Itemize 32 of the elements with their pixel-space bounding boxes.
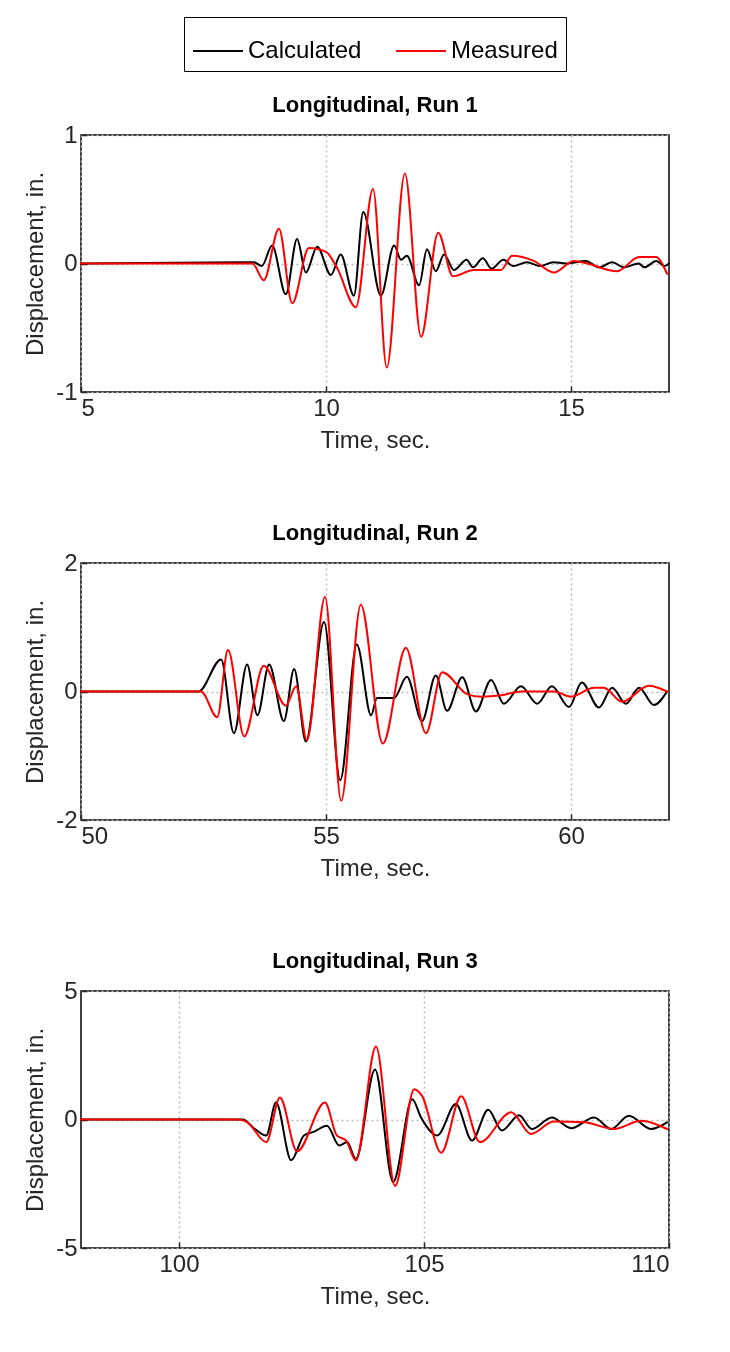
legend-label: Measured	[451, 36, 558, 63]
x-tick-label: 50	[81, 821, 109, 849]
y-tick-label: -5	[56, 1233, 78, 1261]
y-tick-label: 1	[64, 120, 78, 148]
x-tick-label: 5	[81, 393, 95, 421]
x-tick-label: 105	[404, 1249, 445, 1277]
y-tick-label: 2	[64, 548, 78, 576]
y-tick-label: -1	[56, 377, 78, 405]
x-tick-label: 110	[631, 1249, 670, 1277]
y-tick-label: 0	[64, 1105, 78, 1132]
x-tick-label: 10	[313, 393, 340, 421]
x-axis-title: Time, sec.	[320, 1281, 431, 1309]
chart-title: Longitudinal, Run 2	[272, 520, 478, 545]
y-tick-label: 5	[64, 976, 78, 1004]
y-tick-label: 0	[64, 249, 78, 276]
x-tick-label: 55	[313, 821, 340, 849]
y-axis-title: Displacement, in.	[21, 1027, 49, 1213]
y-axis-title: Displacement, in.	[21, 171, 49, 357]
y-tick-label: -2	[56, 805, 78, 833]
line-series	[80, 172, 669, 369]
x-tick-label: 100	[159, 1249, 200, 1277]
x-axis-title: Time, sec.	[320, 425, 431, 453]
line-series	[80, 1045, 669, 1187]
x-axis-title: Time, sec.	[320, 853, 431, 881]
chart-title: Longitudinal, Run 3	[272, 948, 478, 973]
y-tick-label: 0	[64, 677, 78, 704]
y-axis-title: Displacement, in.	[21, 599, 49, 785]
x-tick-label: 15	[558, 393, 585, 421]
chart-title: Longitudinal, Run 1	[272, 92, 478, 117]
x-tick-label: 60	[558, 821, 585, 849]
legend-label: Calculated	[248, 36, 362, 63]
line-series	[80, 596, 669, 802]
